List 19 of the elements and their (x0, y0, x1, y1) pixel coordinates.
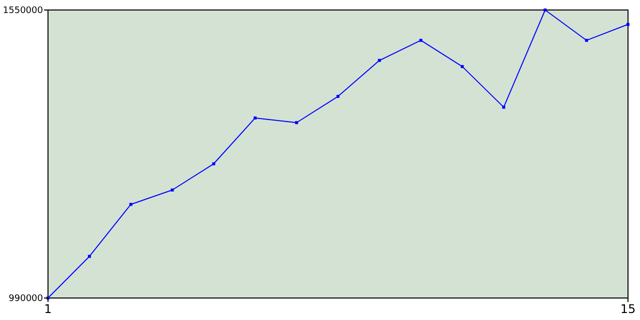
point (336, 94, 340, 98)
point (378, 58, 381, 62)
point (170, 188, 174, 192)
y-tick-label: 1550000 (2, 6, 44, 16)
x-tick-label: 15 (620, 302, 636, 316)
line-series (46, 8, 630, 300)
point (129, 202, 132, 206)
point (212, 162, 216, 166)
point (502, 106, 506, 109)
point (544, 8, 547, 12)
point (88, 254, 91, 258)
x-tick-label: 1 (44, 302, 52, 316)
point (295, 121, 298, 124)
point (460, 65, 464, 68)
y-tick-label: 990000 (8, 294, 44, 304)
point (626, 22, 630, 26)
point (254, 116, 257, 120)
point (585, 38, 588, 42)
point (419, 38, 422, 42)
